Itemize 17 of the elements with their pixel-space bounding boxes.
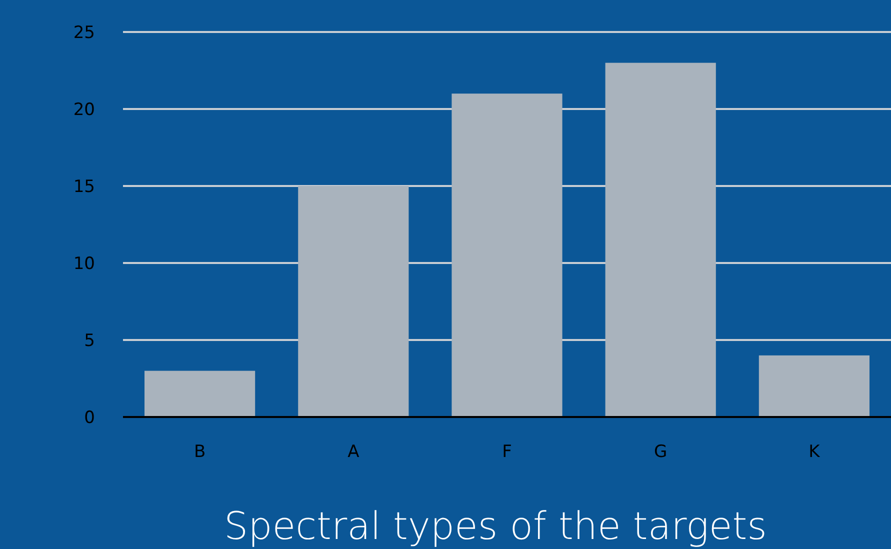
bar	[298, 186, 409, 417]
bar	[605, 62, 716, 417]
x-tick-label: G	[654, 442, 668, 462]
y-tick-label: 15	[73, 176, 95, 197]
x-tick-label: F	[502, 442, 512, 462]
x-tick-label: K	[808, 442, 821, 462]
x-tick-label: A	[348, 442, 360, 462]
y-tick-label: 10	[73, 254, 95, 274]
y-tick-label: 25	[73, 22, 95, 43]
text: Spectral types of the targets	[224, 504, 767, 548]
y-tick-label: 0	[84, 408, 95, 428]
bar	[452, 94, 562, 417]
bar	[144, 370, 256, 417]
y-tick-label: 20	[73, 100, 95, 120]
y-tick-label: 5	[84, 330, 95, 351]
x-tick-label: B	[194, 442, 206, 462]
bar	[758, 355, 870, 417]
